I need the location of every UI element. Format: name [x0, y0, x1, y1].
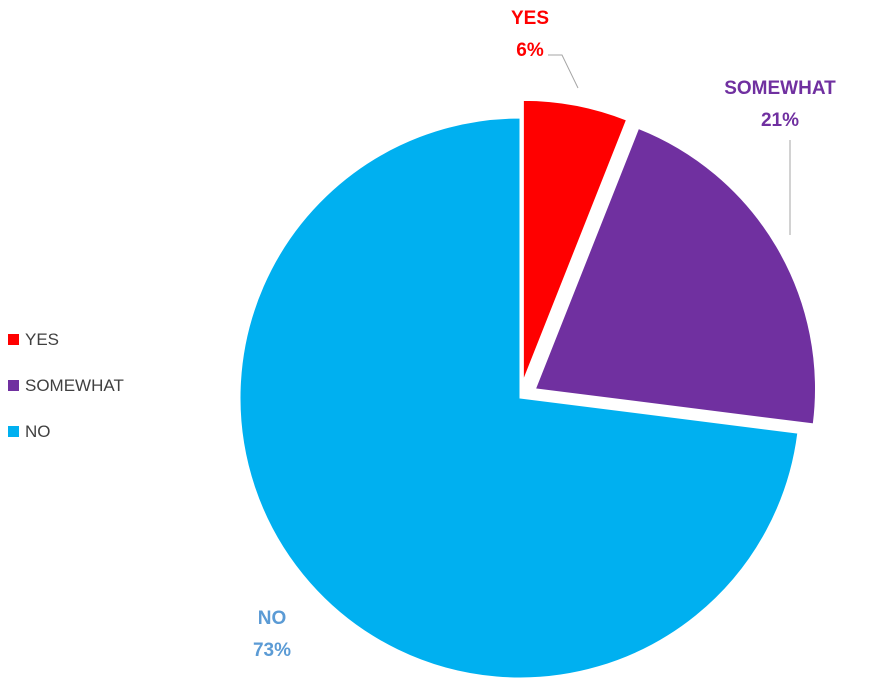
pie-slice-no	[239, 117, 799, 679]
data-label-category-somewhat: SOMEWHAT	[724, 78, 836, 99]
legend-item-somewhat: SOMEWHAT	[8, 374, 124, 397]
pie-slice-somewhat	[534, 127, 816, 425]
legend-item-no: NO	[8, 420, 124, 443]
data-labels: YES 6% SOMEWHAT 21% NO 73%	[253, 8, 836, 661]
data-label-value-yes: 6%	[516, 40, 544, 61]
legend-item-yes: YES	[8, 328, 124, 351]
leader-line-yes	[548, 54, 579, 89]
legend-swatch-yes	[8, 334, 19, 345]
legend-label-somewhat: SOMEWHAT	[25, 375, 124, 395]
legend-swatch-somewhat	[8, 380, 19, 391]
pie-slices	[239, 99, 816, 679]
leader-lines	[548, 54, 791, 235]
data-label-category-yes: YES	[511, 8, 549, 29]
legend: YES SOMEWHAT NO	[8, 328, 124, 466]
legend-label-no: NO	[25, 421, 51, 441]
data-label-category-no: NO	[258, 608, 287, 629]
legend-label-yes: YES	[25, 329, 60, 349]
data-label-value-somewhat: 21%	[761, 110, 799, 131]
data-label-value-no: 73%	[253, 640, 291, 661]
pie-slice-yes	[522, 99, 628, 381]
legend-swatch-no	[8, 426, 19, 437]
